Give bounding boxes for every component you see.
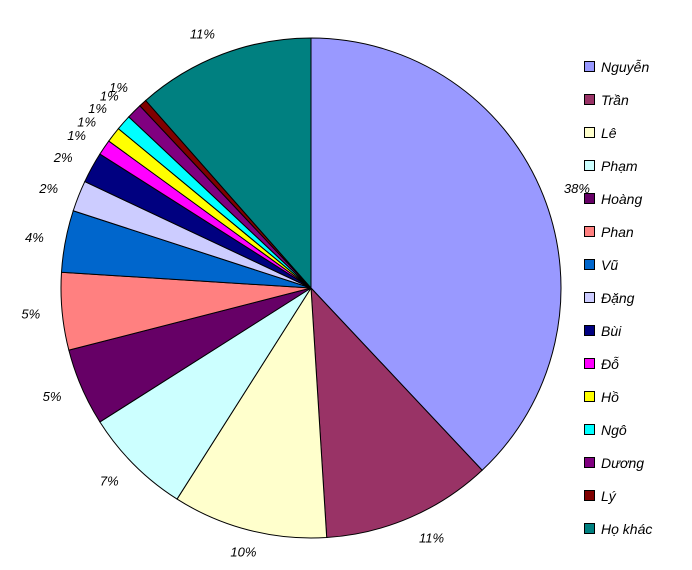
percent-label-dang: 2% xyxy=(38,181,58,196)
legend-swatch xyxy=(584,325,595,336)
pie-slice-ho-khac xyxy=(144,37,312,290)
legend-item-do: Đỗ xyxy=(584,347,689,380)
percent-label-duong: 1% xyxy=(100,89,119,104)
legend-item-ly: Lý xyxy=(584,479,689,512)
legend-label: Hoàng xyxy=(601,190,643,207)
legend-swatch xyxy=(584,61,595,72)
legend-swatch xyxy=(584,193,595,204)
percent-label-ho: 1% xyxy=(77,114,96,129)
legend-swatch xyxy=(584,226,595,237)
percent-label-le: 10% xyxy=(230,545,256,560)
legend-item-tran: Trần xyxy=(584,83,689,116)
percent-label-tran: 11% xyxy=(419,531,444,546)
legend-swatch xyxy=(584,424,595,435)
legend-swatch xyxy=(584,94,595,105)
legend-label: Vũ xyxy=(601,256,619,273)
legend-item-nguyen: Nguyễn xyxy=(584,50,689,83)
legend-swatch xyxy=(584,160,595,171)
legend-item-ngo: Ngô xyxy=(584,413,689,446)
legend-swatch xyxy=(584,259,595,270)
percent-label-phan: 5% xyxy=(21,307,40,322)
pie-slice-pham xyxy=(99,287,312,500)
legend-swatch xyxy=(584,457,595,468)
legend-label: Hồ xyxy=(601,388,619,405)
pie-percent-labels: 38%11%10%7%5%5%4%2%2%1%1%1%1%1%11% xyxy=(21,27,590,560)
legend-label: Nguyễn xyxy=(601,58,650,75)
legend-swatch xyxy=(584,391,595,402)
legend-label: Phạm xyxy=(601,157,638,174)
legend-label: Bùi xyxy=(601,322,622,339)
percent-label-do: 1% xyxy=(67,128,86,143)
percent-label-ngo: 1% xyxy=(88,101,107,116)
legend-item-le: Lê xyxy=(584,116,689,149)
legend-swatch xyxy=(584,523,595,534)
pie-slice-le xyxy=(176,286,328,539)
pie-slices xyxy=(60,37,562,539)
legend-label: Lê xyxy=(601,124,617,141)
legend-item-pham: Phạm xyxy=(584,149,689,182)
legend-label: Đặng xyxy=(601,289,635,306)
legend-swatch xyxy=(584,292,595,303)
legend-label: Phan xyxy=(601,223,634,240)
chart-legend: Nguyễn Trần Lê Phạm Hoàng Phan Vũ Đặng Bùi Đỗ Hồ Ng… xyxy=(584,50,689,545)
legend-item-dang: Đặng xyxy=(584,281,689,314)
legend-label: Ngô xyxy=(601,421,627,438)
percent-label-nguyen: 38% xyxy=(564,181,590,196)
pie-slice-tran xyxy=(310,286,483,539)
legend-swatch xyxy=(584,358,595,369)
percent-label-bui: 2% xyxy=(53,150,73,165)
percent-label-hoang: 5% xyxy=(43,389,62,404)
legend-item-vu: Vũ xyxy=(584,248,689,281)
legend-item-duong: Dương xyxy=(584,446,689,479)
legend-label: Đỗ xyxy=(601,355,619,372)
legend-item-hoang: Hoàng xyxy=(584,182,689,215)
legend-item-phan: Phan xyxy=(584,215,689,248)
legend-label: Họ khác xyxy=(601,520,653,537)
percent-label-ly: 1% xyxy=(109,80,128,95)
legend-swatch xyxy=(584,490,595,501)
pie-slice-nguyen xyxy=(310,37,562,471)
percent-label-pham: 7% xyxy=(100,473,119,488)
legend-label: Trần xyxy=(601,91,629,108)
legend-item-bui: Bùi xyxy=(584,314,689,347)
percent-label-vu: 4% xyxy=(25,230,44,245)
legend-label: Dương xyxy=(601,454,645,471)
legend-swatch xyxy=(584,127,595,138)
legend-item-ho: Hồ xyxy=(584,380,689,413)
percent-label-ho-khac: 11% xyxy=(190,27,215,42)
legend-label: Lý xyxy=(601,487,616,504)
legend-item-ho-khac: Họ khác xyxy=(584,512,689,545)
